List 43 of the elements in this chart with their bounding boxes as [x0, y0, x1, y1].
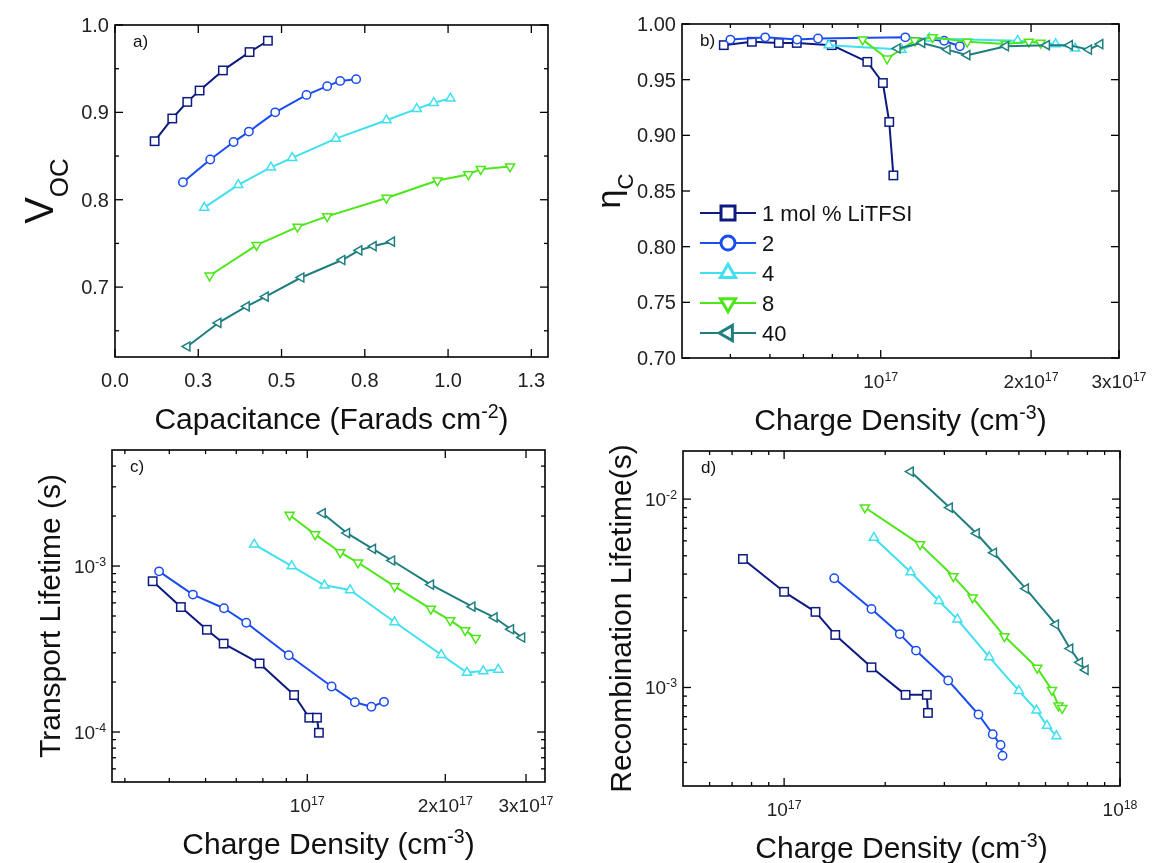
y-tick-label: 0.7 — [81, 276, 109, 299]
x-tick-label: 2x10$^{17}$ — [417, 794, 473, 816]
x-tick-label: 0.5 — [267, 369, 296, 391]
x-tick-label: 0.8 — [350, 369, 379, 391]
y-tick-label: 1.00 — [637, 13, 676, 35]
x-tick-label: 10$^{17}$ — [766, 798, 802, 820]
y-tick-label: 10$^{-2}$ — [644, 488, 678, 511]
annotation: a) — [133, 32, 149, 51]
annotation: b) — [700, 31, 716, 50]
x-tick-label: 0.3 — [184, 369, 213, 391]
legend-label: 4 — [762, 261, 775, 286]
x-axis-title: Charge Density (cm$^{-3}$) — [182, 825, 475, 860]
y-tick-label: 1.0 — [81, 14, 109, 36]
x-tick-label: 1.3 — [517, 369, 546, 391]
x-tick-label: 1.0 — [434, 369, 462, 391]
legend-label: 8 — [762, 291, 775, 316]
y-tick-label: 0.85 — [637, 180, 676, 202]
x-tick-label: 10$^{17}$ — [863, 370, 899, 392]
x-tick-label: 2x10$^{17}$ — [1003, 370, 1059, 392]
y-tick-label: 0.80 — [637, 235, 676, 258]
y-axis-title: Recombination Lifetime(s) — [604, 444, 637, 793]
y-tick-label: 10$^{-3}$ — [73, 555, 107, 578]
y-tick-label: 0.90 — [637, 124, 676, 147]
y-tick-label: 0.70 — [637, 347, 676, 369]
x-tick-label: 10$^{18}$ — [1102, 798, 1138, 820]
y-tick-label: 10$^{-3}$ — [644, 676, 678, 699]
annotation: d) — [701, 458, 717, 477]
legend-label: 2 — [762, 231, 775, 256]
x-tick-label: 10$^{17}$ — [289, 794, 325, 816]
x-tick-label: 3x10$^{17}$ — [498, 794, 554, 816]
x-tick-label: 3x10$^{17}$ — [1091, 370, 1147, 392]
y-tick-label: 0.95 — [637, 68, 676, 91]
y-tick-label: 0.75 — [637, 291, 676, 314]
annotation: c) — [130, 457, 145, 476]
y-tick-label: 0.9 — [81, 101, 109, 124]
legend-label: 1 mol % LiTFSI — [762, 201, 913, 226]
x-axis-title: Capacitance (Farads cm$^{-2}$) — [154, 400, 509, 435]
x-axis-title: Charge Density (cm$^{-3}$) — [754, 401, 1047, 436]
y-tick-label: 0.8 — [81, 188, 109, 211]
y-tick-label: 10$^{-4}$ — [73, 721, 107, 744]
y-axis-title: Transport Lifetime (s) — [33, 474, 66, 758]
x-tick-label: 0.0 — [101, 369, 129, 391]
legend-label: 40 — [762, 321, 787, 346]
